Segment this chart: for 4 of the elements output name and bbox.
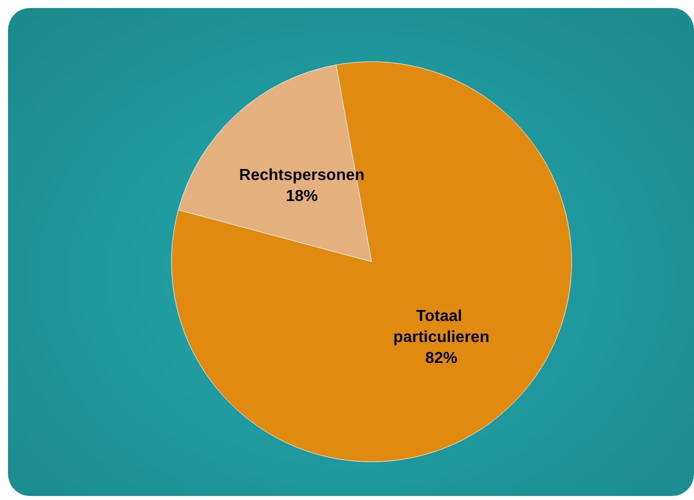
data-label: 18% [286,188,318,205]
data-label: 82% [425,350,458,368]
slice-label: Rechtspersonen [239,166,365,184]
slice-label: Totaal particulieren [393,308,490,346]
